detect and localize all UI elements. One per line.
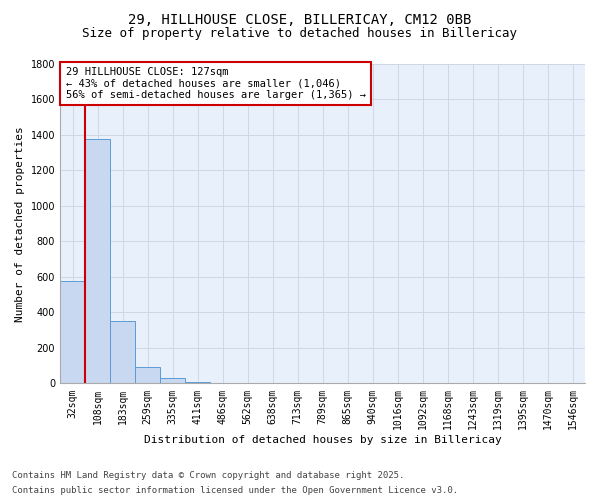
Text: 29 HILLHOUSE CLOSE: 127sqm
← 43% of detached houses are smaller (1,046)
56% of s: 29 HILLHOUSE CLOSE: 127sqm ← 43% of deta… xyxy=(65,67,365,100)
Bar xyxy=(60,280,85,384)
Bar xyxy=(185,382,210,384)
Bar xyxy=(85,140,110,384)
Bar xyxy=(110,322,135,384)
Bar xyxy=(210,382,235,384)
Bar xyxy=(160,378,185,384)
Text: Size of property relative to detached houses in Billericay: Size of property relative to detached ho… xyxy=(83,28,517,40)
Text: 29, HILLHOUSE CLOSE, BILLERICAY, CM12 0BB: 29, HILLHOUSE CLOSE, BILLERICAY, CM12 0B… xyxy=(128,12,472,26)
Text: Contains HM Land Registry data © Crown copyright and database right 2025.: Contains HM Land Registry data © Crown c… xyxy=(12,471,404,480)
Bar xyxy=(135,368,160,384)
X-axis label: Distribution of detached houses by size in Billericay: Distribution of detached houses by size … xyxy=(143,435,502,445)
Y-axis label: Number of detached properties: Number of detached properties xyxy=(15,126,25,322)
Text: Contains public sector information licensed under the Open Government Licence v3: Contains public sector information licen… xyxy=(12,486,458,495)
Bar xyxy=(235,383,260,384)
